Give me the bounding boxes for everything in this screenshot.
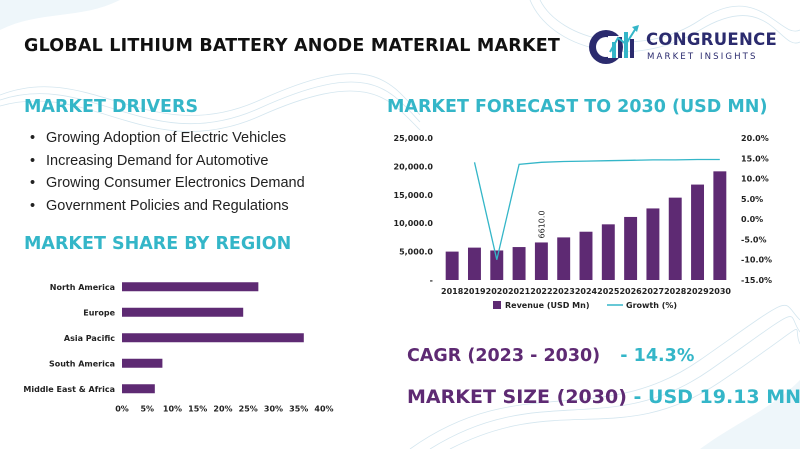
y-right-tick-label: 0.0% — [741, 215, 763, 224]
region-heading: MARKET SHARE BY REGION — [24, 234, 292, 254]
x-tick-label: 2022 — [530, 287, 552, 296]
region-x-tick-label: 0% — [115, 405, 129, 414]
y-left-tick-label: 10,000.0 — [394, 219, 434, 228]
y-left-tick-label: - — [430, 276, 433, 285]
region-x-tick-label: 20% — [213, 405, 232, 414]
x-tick-label: 2021 — [508, 287, 531, 296]
y-right-tick-label: 20.0% — [741, 134, 769, 143]
logo-mark-text: CM — [586, 68, 588, 70]
legend-growth-label: Growth (%) — [626, 301, 677, 310]
revenue-bar — [445, 251, 459, 280]
region-x-tick-label: 40% — [314, 405, 333, 414]
x-tick-label: 2025 — [597, 287, 620, 296]
revenue-bar — [534, 242, 548, 280]
revenue-bar — [691, 184, 705, 280]
y-left-tick-label: 20,000.0 — [394, 162, 434, 171]
y-left-tick-label: 15,000.0 — [394, 191, 434, 200]
x-tick-label: 2024 — [575, 287, 598, 296]
cagr-value: - 14.3% — [620, 346, 695, 366]
bullet-icon: • — [30, 197, 36, 214]
region-x-tick-label: 15% — [188, 405, 207, 414]
page-title: GLOBAL LITHIUM BATTERY ANODE MATERIAL MA… — [24, 36, 560, 56]
revenue-bar — [713, 171, 727, 280]
bullet-icon: • — [30, 152, 36, 169]
brand-logo: CM CONGRUENCE MARKET INSIGHTS — [584, 22, 784, 70]
market-size-value: - USD 19.13 MN — [633, 386, 800, 408]
cagr-label: CAGR (2023 - 2030) — [407, 346, 601, 366]
y-right-tick-label: 15.0% — [741, 154, 769, 163]
logo-subtitle: MARKET INSIGHTS — [647, 52, 758, 62]
driver-item: • Growing Adoption of Electric Vehicles — [30, 127, 305, 150]
region-x-tick-label: 25% — [239, 405, 258, 414]
market-size-stat: MARKET SIZE (2030) - USD 19.13 MN — [407, 386, 800, 408]
region-share-chart: North America Europe Asia Pacific South Ame… — [23, 282, 334, 414]
x-tick-label: 2020 — [486, 287, 509, 296]
legend-revenue-label: Revenue (USD Mn) — [505, 301, 589, 310]
region-category-label: Europe — [83, 308, 115, 317]
region-x-tick-label: 35% — [289, 405, 308, 414]
x-tick-label: 2027 — [642, 287, 664, 296]
region-x-tick-label: 5% — [140, 405, 154, 414]
x-tick-label: 2026 — [619, 287, 642, 296]
logo-mark-icon: CM — [586, 25, 639, 70]
region-bar — [122, 333, 304, 343]
revenue-bar — [579, 231, 593, 280]
revenue-bar — [624, 216, 638, 280]
drivers-heading: MARKET DRIVERS — [24, 97, 199, 117]
revenue-bar — [557, 237, 571, 280]
y-right-tick-label: -5.0% — [741, 235, 767, 244]
revenue-bar — [467, 247, 481, 280]
region-category-label: Asia Pacific — [64, 334, 115, 343]
region-x-tick-label: 10% — [163, 405, 182, 414]
x-tick-label: 2028 — [664, 287, 687, 296]
y-left-tick-label: 5,000.0 — [399, 248, 433, 257]
bullet-icon: • — [30, 175, 36, 191]
driver-item: • Government Policies and Regulations — [30, 195, 305, 218]
region-category-label: Middle East & Africa — [23, 385, 115, 394]
x-tick-label: 2018 — [441, 287, 464, 296]
legend-revenue-swatch — [493, 301, 501, 309]
region-x-tick-label: 30% — [264, 405, 283, 414]
growth-line — [473, 158, 720, 260]
drivers-list: • Growing Adoption of Electric Vehicles •… — [30, 127, 305, 217]
region-bar — [122, 307, 244, 317]
revenue-bar — [490, 250, 504, 280]
cagr-stat: CAGR (2023 - 2030) - 14.3% — [407, 346, 694, 366]
revenue-bar — [601, 224, 615, 280]
x-tick-label: 2019 — [463, 287, 486, 296]
region-category-label: North America — [50, 283, 115, 292]
driver-item-label: Growing Adoption of Electric Vehicles — [46, 130, 287, 146]
region-bar — [122, 358, 163, 368]
market-size-label: MARKET SIZE (2030) — [407, 386, 627, 408]
forecast-heading: MARKET FORECAST TO 2030 (USD MN) — [387, 97, 768, 117]
region-bar — [122, 384, 155, 394]
revenue-bar — [512, 247, 526, 280]
y-right-tick-label: -15.0% — [741, 276, 772, 285]
revenue-bar — [668, 197, 682, 280]
logo-name: CONGRUENCE — [646, 30, 778, 49]
driver-item-label: Increasing Demand for Automotive — [46, 152, 269, 169]
x-tick-label: 2023 — [553, 287, 575, 296]
y-right-tick-label: 5.0% — [741, 195, 763, 204]
bar-data-label: 6610.0 — [537, 210, 546, 238]
y-right-tick-label: -10.0% — [741, 256, 772, 265]
driver-item: • Increasing Demand for Automotive — [30, 150, 305, 173]
forecast-chart: - 5,000.0 10,000.0 15,000.0 20,000.0 25,000.0… — [394, 134, 773, 310]
x-tick-label: 2029 — [686, 287, 709, 296]
region-bar — [122, 282, 259, 292]
driver-item-label: Government Policies and Regulations — [46, 197, 289, 214]
bullet-icon: • — [30, 130, 36, 146]
revenue-bar — [646, 208, 660, 280]
y-left-tick-label: 25,000.0 — [394, 134, 434, 143]
driver-item: • Growing Consumer Electronics Demand — [30, 172, 305, 195]
driver-item-label: Growing Consumer Electronics Demand — [46, 175, 305, 191]
x-tick-label: 2030 — [709, 287, 732, 296]
y-right-tick-label: 10.0% — [741, 175, 769, 184]
region-category-label: South America — [49, 359, 115, 368]
